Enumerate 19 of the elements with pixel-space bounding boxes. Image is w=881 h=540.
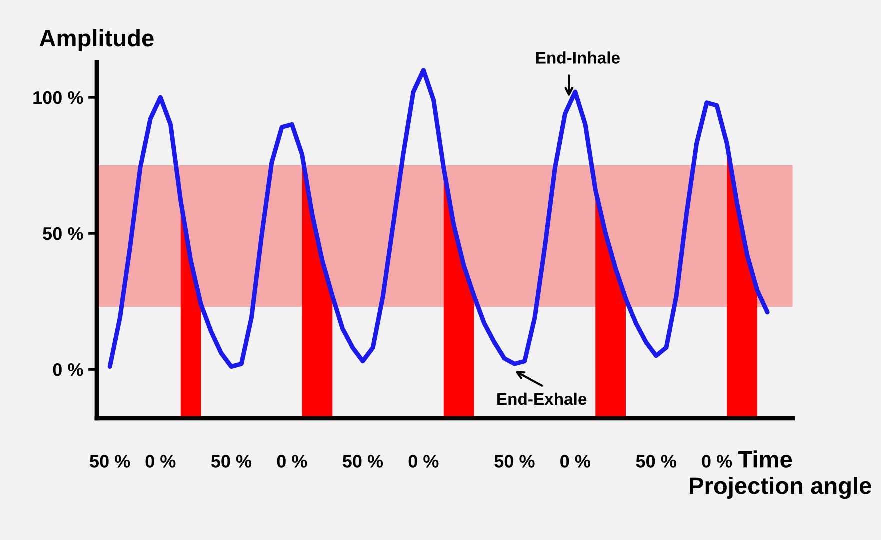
y-tick-label: 50 % bbox=[43, 227, 84, 240]
text: Projection angle bbox=[690, 476, 872, 500]
x-tick-label: 50 % bbox=[342, 455, 384, 468]
x-tick-label: 50 % bbox=[636, 455, 676, 468]
x-tick-label: 0 % bbox=[146, 455, 176, 468]
x-tick-label: 0 % bbox=[560, 455, 590, 468]
x-tick-label: 50 % bbox=[494, 455, 535, 468]
y-axis-title: Amplitude bbox=[40, 29, 154, 52]
x-tick-label: 0 % bbox=[408, 455, 439, 468]
x-tick-label: 0 % bbox=[702, 455, 732, 468]
x-tick-label: 50 % bbox=[211, 455, 252, 468]
x-tick-label: 50 % bbox=[90, 455, 130, 468]
line-series bbox=[108, 68, 770, 370]
y-tick-label: 0 % bbox=[53, 363, 84, 376]
annotation: End-Inhale bbox=[536, 52, 620, 64]
annotation: End-Exhale bbox=[498, 392, 587, 406]
y-tick-label: 100 % bbox=[34, 91, 84, 104]
x-tick-label: 0 % bbox=[277, 455, 308, 468]
x-axis-title: Time bbox=[738, 450, 792, 468]
